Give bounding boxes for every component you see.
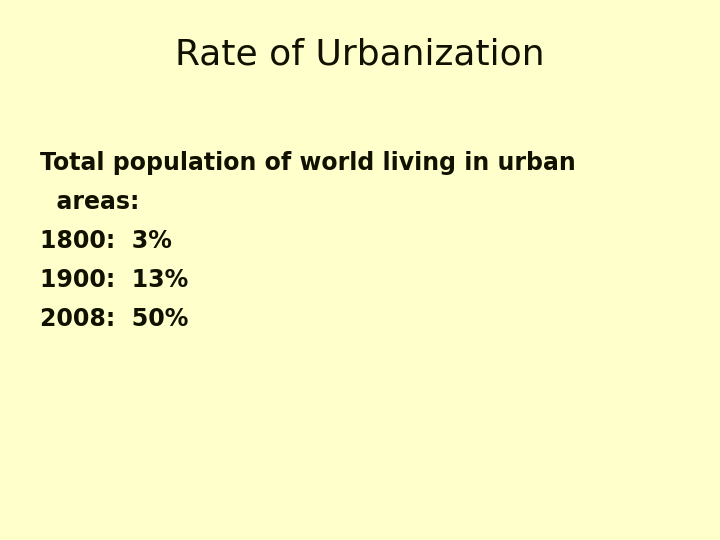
Text: 1900:  13%: 1900: 13%: [40, 268, 188, 292]
Text: 1800:  3%: 1800: 3%: [40, 229, 171, 253]
Text: Rate of Urbanization: Rate of Urbanization: [175, 38, 545, 72]
Text: areas:: areas:: [40, 190, 139, 214]
Text: Total population of world living in urban: Total population of world living in urba…: [40, 151, 575, 175]
Text: 2008:  50%: 2008: 50%: [40, 307, 188, 330]
